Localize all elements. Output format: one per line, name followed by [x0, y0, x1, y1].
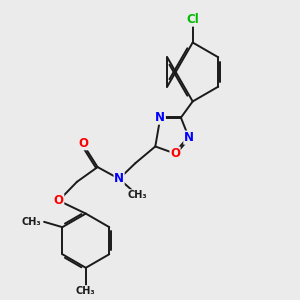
Text: N: N [155, 111, 165, 124]
Text: N: N [184, 131, 194, 144]
Text: CH₃: CH₃ [22, 217, 41, 227]
Text: CH₃: CH₃ [76, 286, 96, 296]
Text: Cl: Cl [186, 13, 199, 26]
Text: O: O [79, 137, 88, 150]
Text: CH₃: CH₃ [128, 190, 147, 200]
Text: N: N [114, 172, 124, 185]
Text: O: O [170, 147, 180, 160]
Text: O: O [54, 194, 64, 207]
